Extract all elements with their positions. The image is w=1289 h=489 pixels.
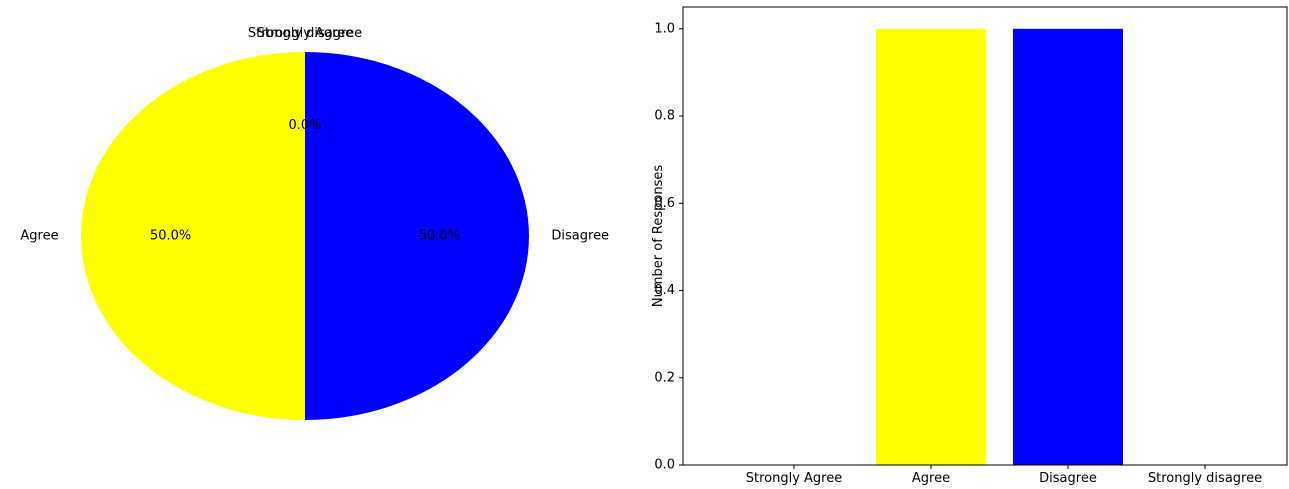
y-tick-label: 0.6 — [654, 196, 675, 211]
bar-chart: Number of Responses Strongly Agree Agree D… — [651, 6, 1288, 486]
y-tick-label: 0.8 — [654, 109, 675, 124]
y-tick-label: 0.0 — [654, 458, 675, 473]
pie-label-strongly-disagree: Strongly disagree — [248, 26, 362, 41]
x-tick-label-strongly-agree: Strongly Agree — [746, 471, 843, 486]
pie-label-agree: Agree — [20, 229, 58, 244]
x-tick-label-disagree: Disagree — [1039, 471, 1097, 486]
bar-axes-frame — [682, 6, 1288, 466]
y-tick-label: 0.4 — [654, 283, 675, 298]
y-tick-label: 1.0 — [654, 21, 675, 36]
pie-percent-agree: 50.0% — [150, 229, 191, 244]
pie-label-disagree: Disagree — [551, 229, 609, 244]
y-tick-label: 0.2 — [654, 370, 675, 385]
pie-chart: Strongly Agree 0.0% Agree 50.0% Disagree 50.0… — [20, 26, 609, 420]
bar-disagree — [1013, 28, 1123, 466]
x-tick-label-strongly-disagree: Strongly disagree — [1148, 471, 1262, 486]
pie-slice-agree — [81, 52, 305, 420]
pie-label-strongly-agree: Strongly Agree — [257, 26, 354, 41]
y-axis-label: Number of Responses — [651, 165, 666, 307]
x-tick-label-agree: Agree — [912, 471, 950, 486]
pie-slice-disagree — [305, 52, 529, 420]
bar-agree — [876, 28, 986, 466]
pie-percent-disagree: 50.0% — [419, 229, 460, 244]
pie-percent-strongly-disagree: 0.0% — [288, 118, 321, 133]
